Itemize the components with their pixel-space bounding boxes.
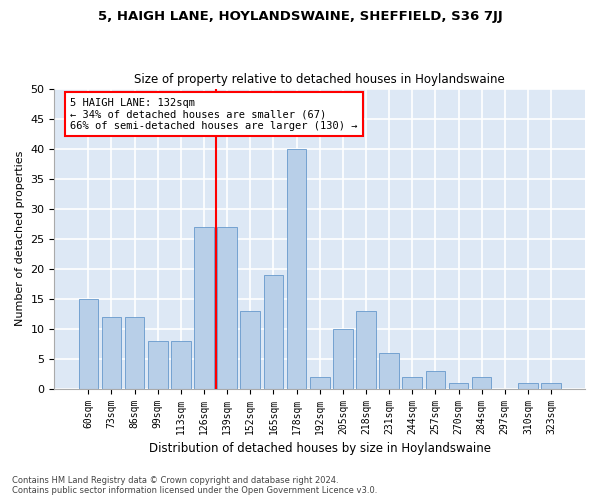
Bar: [217, 226, 237, 388]
Bar: [263, 274, 283, 388]
Text: 5 HAIGH LANE: 132sqm
← 34% of detached houses are smaller (67)
66% of semi-detac: 5 HAIGH LANE: 132sqm ← 34% of detached h…: [70, 98, 358, 131]
Bar: [241, 310, 260, 388]
Bar: [356, 310, 376, 388]
Bar: [287, 148, 307, 388]
Bar: [79, 298, 98, 388]
Bar: [171, 340, 191, 388]
Bar: [148, 340, 167, 388]
Bar: [541, 382, 561, 388]
Title: Size of property relative to detached houses in Hoylandswaine: Size of property relative to detached ho…: [134, 73, 505, 86]
Bar: [125, 316, 145, 388]
Bar: [449, 382, 469, 388]
Bar: [472, 376, 491, 388]
Bar: [403, 376, 422, 388]
Text: 5, HAIGH LANE, HOYLANDSWAINE, SHEFFIELD, S36 7JJ: 5, HAIGH LANE, HOYLANDSWAINE, SHEFFIELD,…: [98, 10, 502, 23]
Y-axis label: Number of detached properties: Number of detached properties: [15, 151, 25, 326]
Bar: [379, 352, 399, 388]
Bar: [333, 328, 353, 388]
X-axis label: Distribution of detached houses by size in Hoylandswaine: Distribution of detached houses by size …: [149, 442, 491, 455]
Bar: [518, 382, 538, 388]
Text: Contains HM Land Registry data © Crown copyright and database right 2024.
Contai: Contains HM Land Registry data © Crown c…: [12, 476, 377, 495]
Bar: [194, 226, 214, 388]
Bar: [101, 316, 121, 388]
Bar: [310, 376, 329, 388]
Bar: [425, 370, 445, 388]
